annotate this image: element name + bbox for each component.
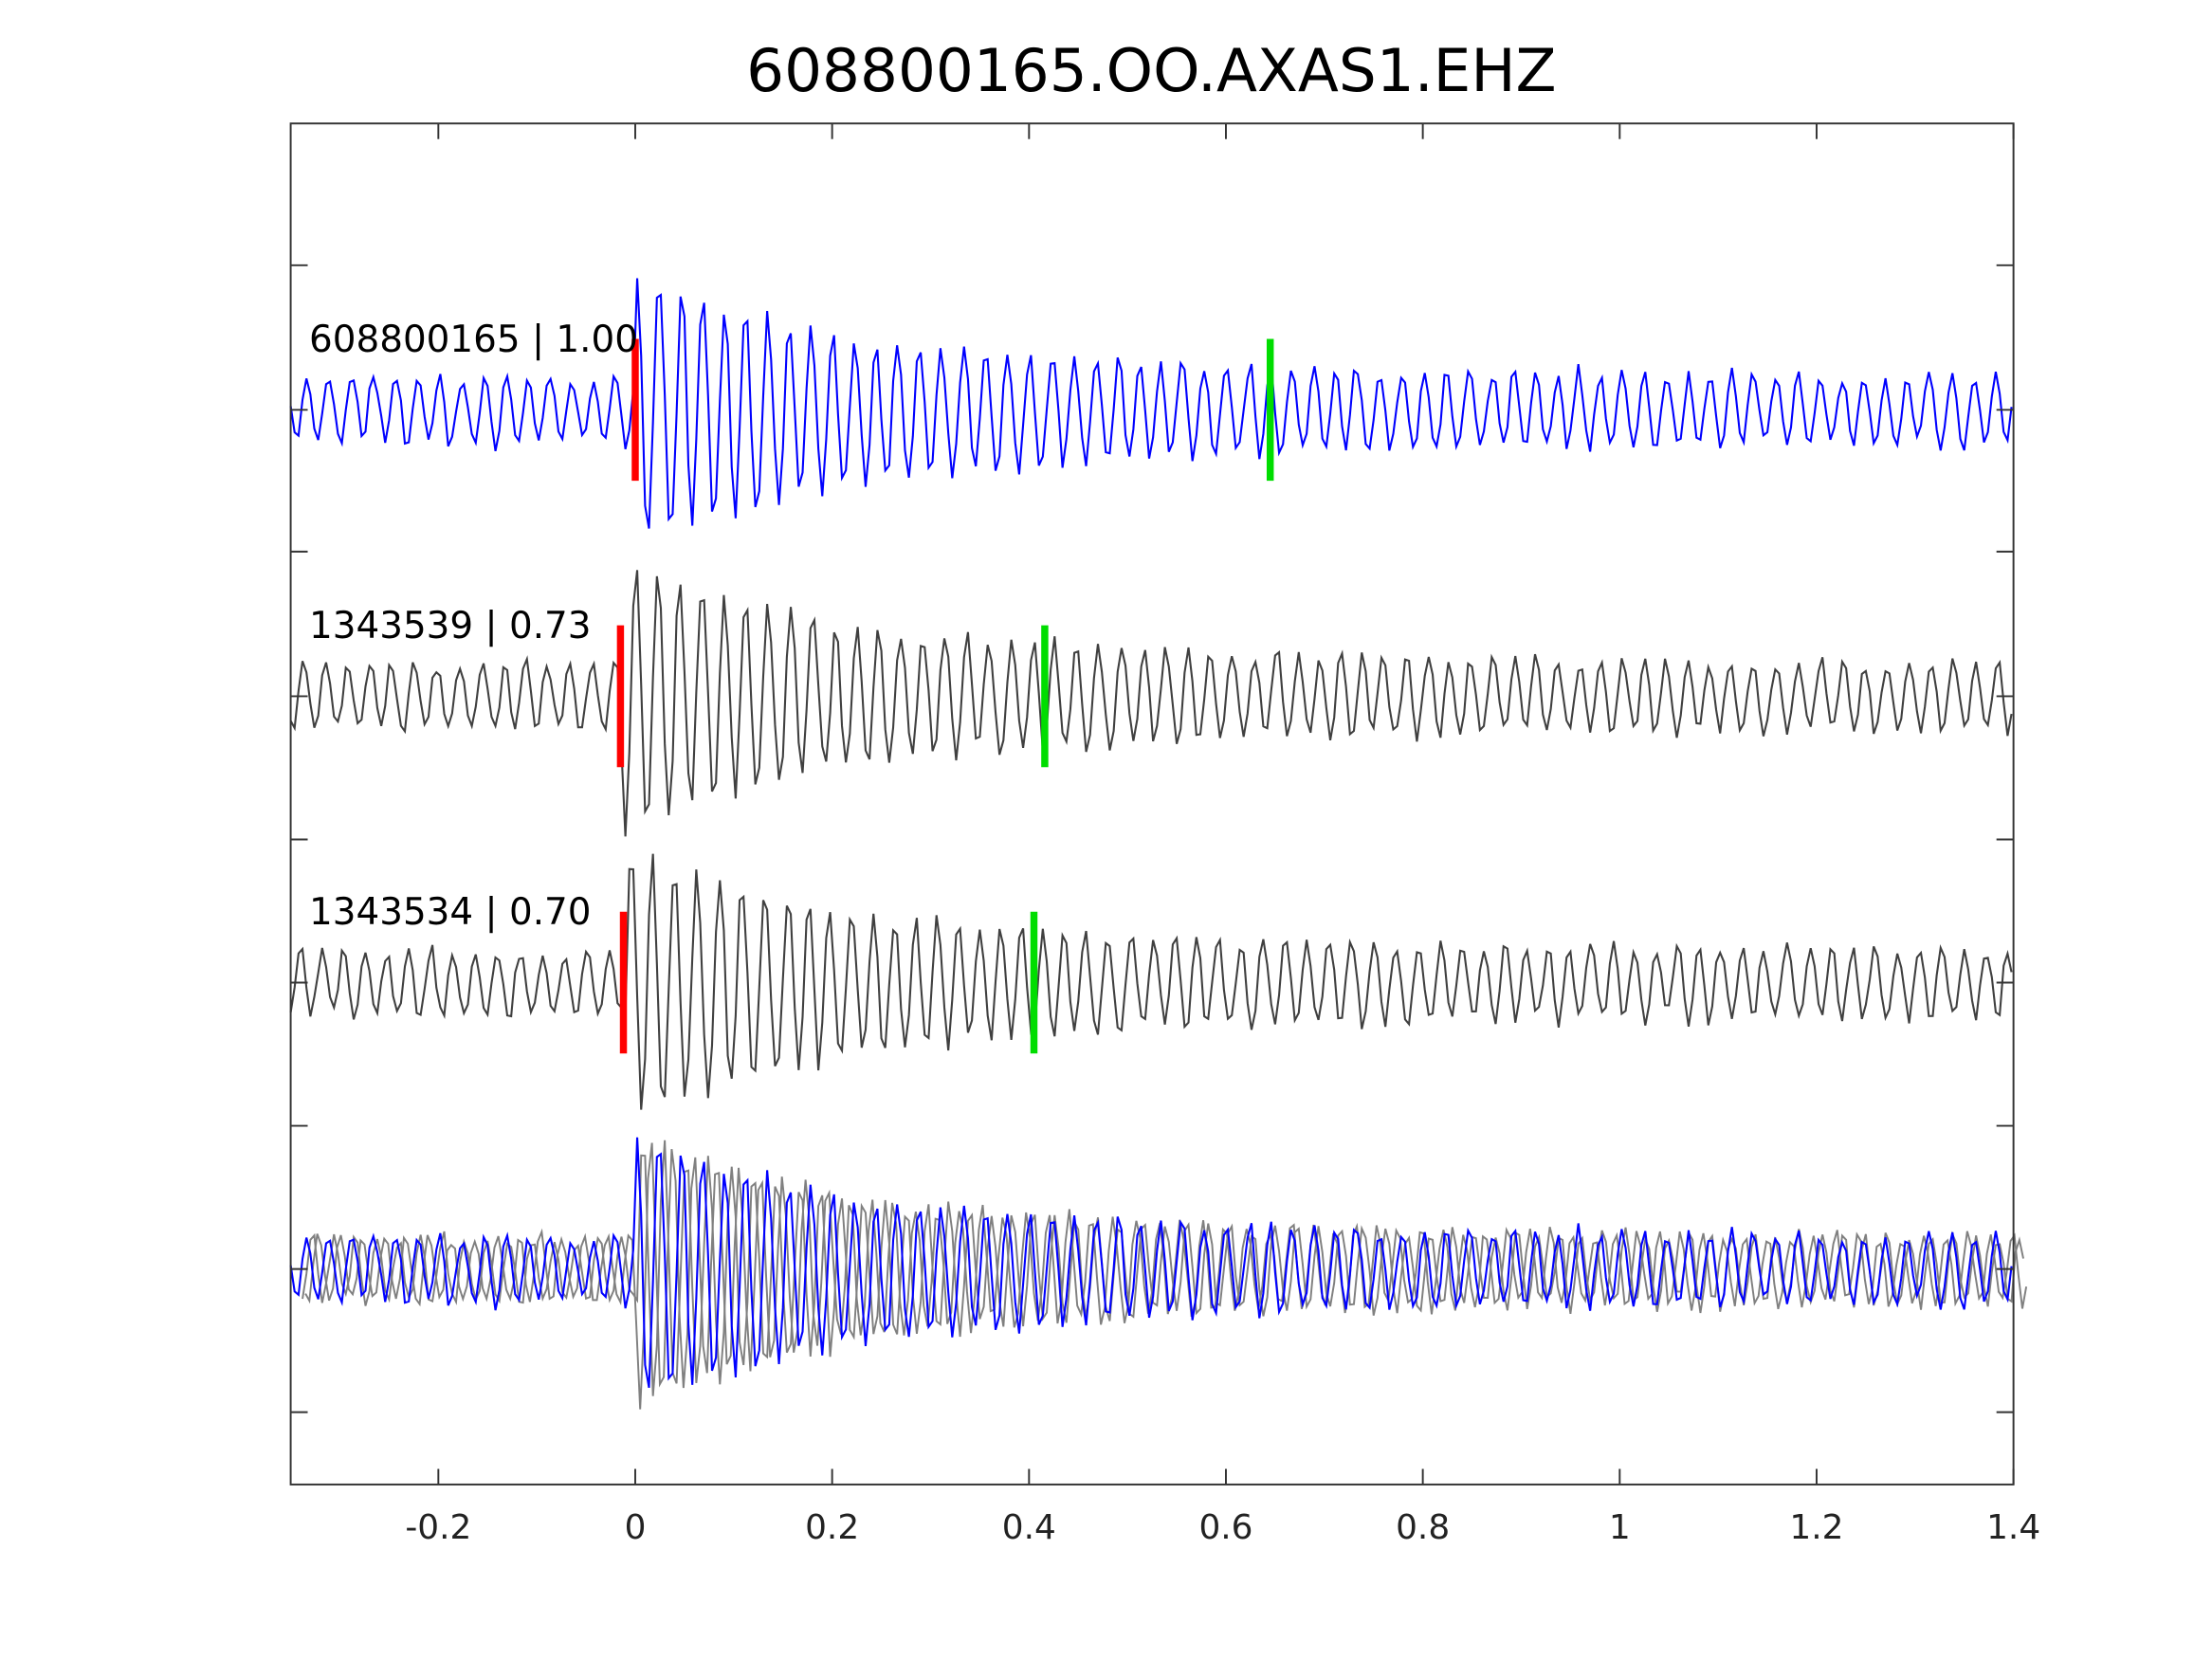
x-tick-label: 0.6: [1198, 1508, 1252, 1547]
trace-label: 608800165 | 1.00: [309, 319, 638, 361]
x-tick-label: 0.8: [1396, 1508, 1450, 1547]
trace-608800165: [289, 278, 2013, 529]
x-tick-label: 0.2: [805, 1508, 859, 1547]
x-tick-label: 1.4: [1986, 1508, 2040, 1547]
trace-1343534: [289, 853, 2013, 1110]
axes-frame: [289, 122, 2015, 1486]
overlay-trace-1343534: [302, 1139, 2024, 1396]
trace-1343539: [289, 570, 2013, 837]
x-tick-label: -0.2: [405, 1508, 471, 1547]
y-ticks: [290, 264, 2014, 1413]
trace-labels: 608800165 | 1.00 1343539 | 0.73 1343534 …: [309, 319, 638, 934]
x-tick-label: 1: [1609, 1508, 1631, 1547]
traces-group: [289, 278, 2028, 1410]
x-tick-label: 0: [625, 1508, 647, 1547]
chart-title: 608800165.OO.AXAS1.EHZ: [746, 36, 1556, 105]
x-ticks: -0.2 0 0.2 0.4 0.6 0.8 1 1.2 1.4: [405, 123, 2040, 1547]
overlay-trace-608800165: [289, 1137, 2013, 1388]
trace-label: 1343539 | 0.73: [309, 605, 592, 647]
overlay-trace-1343539: [304, 1142, 2028, 1410]
x-tick-label: 1.2: [1789, 1508, 1843, 1547]
trace-label: 1343534 | 0.70: [309, 891, 592, 934]
x-tick-label: 0.4: [1002, 1508, 1056, 1547]
